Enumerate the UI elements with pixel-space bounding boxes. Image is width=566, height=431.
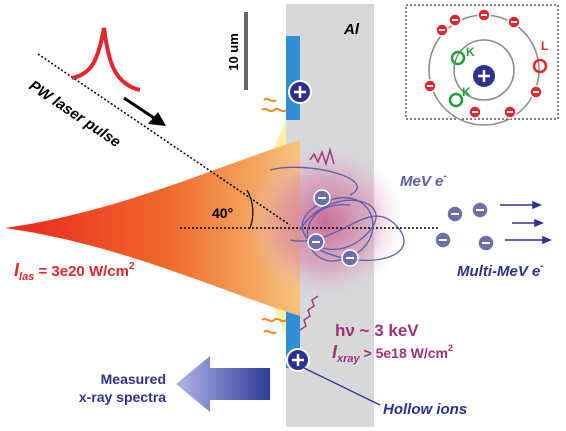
electron [446, 205, 464, 223]
laser-beam [5, 140, 300, 316]
electron [503, 105, 517, 119]
k-label: K [462, 85, 471, 99]
electron [435, 23, 449, 37]
electron [423, 79, 437, 93]
xray-intensity: Ixray > 5e18 W/cm2 [332, 342, 453, 365]
electrons [307, 189, 495, 267]
material-label: Al [343, 21, 360, 38]
electron [471, 201, 489, 219]
arrow-head [148, 112, 166, 126]
electron [477, 8, 491, 22]
electron [468, 105, 482, 119]
electron [529, 85, 543, 99]
l-vacancy [532, 58, 548, 74]
photon-energy: hν ~ 3 keV [335, 321, 419, 340]
measured-label: x-ray spectra [79, 389, 166, 405]
electron-arrows [500, 200, 552, 245]
laser-label: PW laser pulse [26, 77, 124, 151]
electron [434, 231, 452, 249]
nucleus [473, 65, 495, 87]
k-label: K [466, 45, 475, 59]
multi-mev-label: Multi-MeV e- [457, 261, 544, 280]
mev-label: MeV e- [400, 171, 447, 190]
ion [288, 80, 312, 104]
spectra-arrow [176, 356, 270, 412]
k-orbit [453, 39, 515, 101]
k-vacancy [450, 50, 466, 66]
electron [477, 234, 495, 252]
hollow-ions-label: Hollow ions [383, 401, 467, 418]
laser-axis [37, 53, 291, 226]
scale-label: 10 um [226, 33, 241, 71]
electron [448, 13, 462, 27]
k-vacancy [448, 92, 464, 108]
measured-label: Measured [101, 371, 166, 387]
electron [341, 249, 359, 267]
electron [307, 233, 325, 251]
atom-electrons [423, 8, 543, 119]
ion-layer [286, 36, 300, 120]
pulse-icon [71, 27, 141, 92]
x-ray-waves [299, 147, 335, 331]
laser-intensity: Ilas = 3e20 W/cm2 [14, 260, 135, 283]
electron [507, 15, 521, 29]
angle-label: 40° [212, 205, 233, 221]
angle-arc [246, 189, 254, 229]
heat-waves [261, 97, 287, 335]
electron [313, 189, 331, 207]
hot-electron-cloud [247, 144, 403, 300]
ion [286, 348, 310, 372]
leader-line [303, 367, 381, 406]
l-label: L [541, 39, 548, 53]
